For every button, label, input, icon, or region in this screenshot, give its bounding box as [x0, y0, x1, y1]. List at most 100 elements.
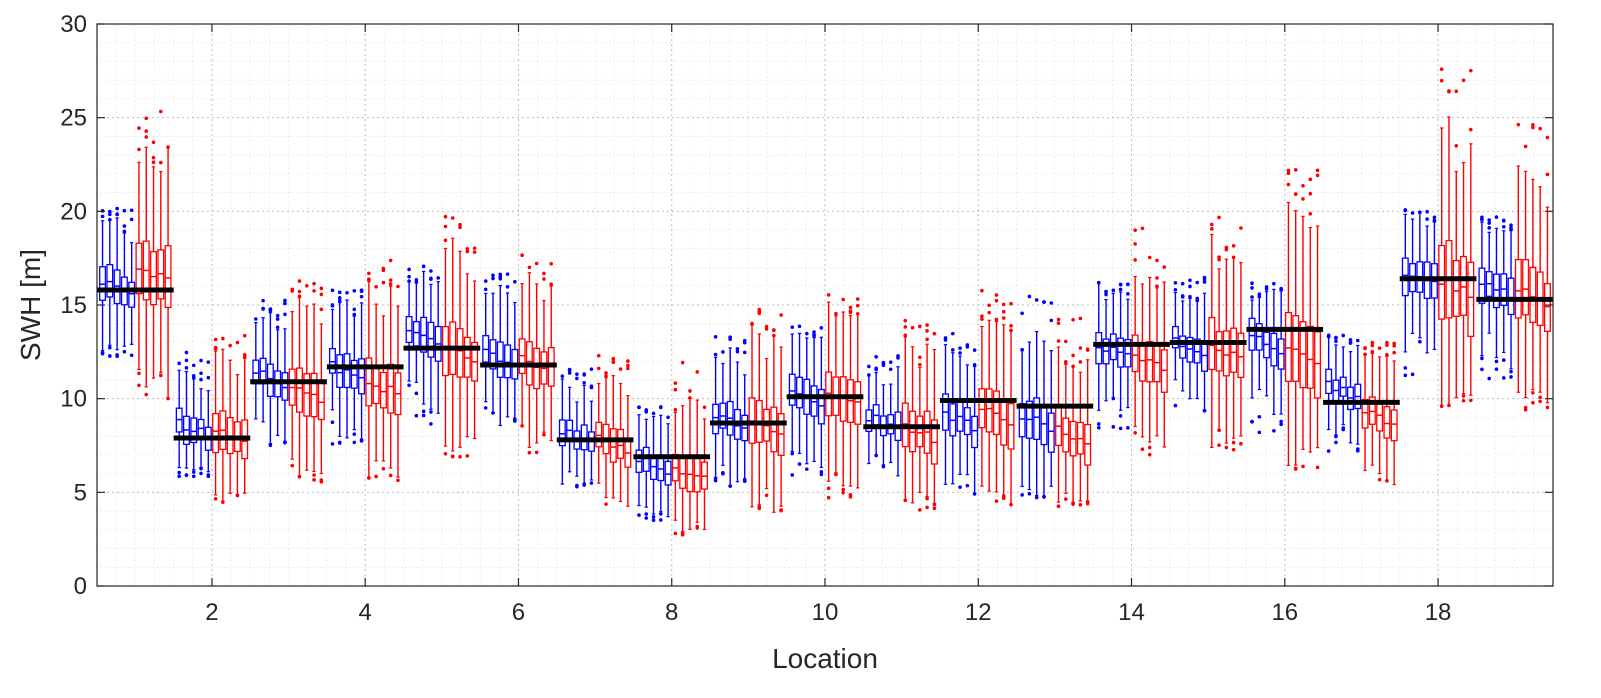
box-iqr	[963, 407, 971, 436]
outlier-point	[1494, 215, 1499, 219]
box-blue	[1325, 333, 1333, 453]
outlier-point	[644, 512, 649, 516]
outlier-point	[596, 366, 601, 371]
outlier-point	[1509, 223, 1513, 227]
box-iqr	[372, 364, 380, 405]
box-blue	[963, 343, 971, 488]
outlier-point	[1126, 292, 1130, 296]
outlier-point	[1217, 428, 1221, 433]
outlier-point	[728, 335, 732, 339]
box-iqr	[1237, 332, 1245, 379]
box-blue	[719, 350, 727, 476]
outlier-point	[618, 367, 623, 371]
outlier-point	[1447, 403, 1451, 408]
outlier-point	[199, 471, 203, 476]
outlier-point	[407, 274, 411, 279]
outlier-point	[1085, 347, 1090, 351]
box-blue	[956, 346, 964, 489]
box-red	[379, 266, 387, 471]
box-iqr	[212, 412, 220, 454]
outlier-point	[166, 145, 170, 149]
outlier-point	[491, 273, 495, 278]
outlier-point	[388, 282, 393, 286]
outlier-point	[465, 454, 470, 458]
box-blue	[664, 415, 672, 518]
outlier-point	[345, 290, 349, 295]
outlier-point	[414, 413, 419, 418]
outlier-point	[1334, 434, 1338, 439]
box-iqr	[533, 347, 541, 390]
box-blue	[1339, 333, 1347, 432]
outlier-point	[1155, 284, 1159, 289]
outlier-point	[867, 373, 871, 377]
box-red	[441, 214, 449, 456]
box-iqr	[1160, 349, 1168, 393]
box-iqr	[1084, 423, 1092, 466]
outlier-point	[589, 367, 594, 371]
outlier-point	[1162, 265, 1167, 269]
outlier-point	[772, 328, 776, 332]
outlier-point	[407, 279, 411, 283]
outlier-point	[1224, 445, 1229, 450]
box-red	[1062, 339, 1070, 501]
box-iqr	[441, 325, 449, 377]
outlier-point	[1370, 340, 1375, 345]
box-iqr	[1467, 261, 1475, 338]
outlier-point	[337, 298, 342, 303]
outlier-point	[819, 326, 824, 330]
box-blue	[558, 374, 566, 485]
outlier-point	[790, 451, 795, 456]
outlier-point	[319, 307, 324, 312]
outlier-point	[1315, 465, 1320, 470]
y-tick-label: 25	[60, 105, 87, 132]
box-iqr	[770, 406, 778, 453]
outlier-point	[429, 269, 433, 273]
y-axis-label: SWH [m]	[15, 249, 46, 361]
outlier-point	[429, 276, 433, 281]
box-red	[1467, 68, 1475, 403]
box-red	[1543, 135, 1551, 410]
box-blue	[1124, 282, 1132, 430]
outlier-point	[199, 377, 203, 382]
outlier-point	[721, 471, 725, 475]
outlier-point	[1009, 328, 1013, 333]
box-blue	[657, 405, 665, 522]
outlier-point	[994, 293, 999, 297]
reference-line-layer	[97, 276, 1553, 460]
outlier-point	[980, 317, 984, 321]
outlier-point	[184, 358, 189, 363]
outlier-point	[735, 347, 740, 351]
box-blue	[1186, 278, 1194, 400]
outlier-point	[925, 323, 929, 327]
outlier-point	[290, 289, 295, 293]
box-iqr	[1438, 244, 1446, 320]
box-iqr	[1292, 315, 1300, 382]
outlier-point	[388, 278, 393, 282]
outlier-point	[1202, 277, 1207, 282]
outlier-point	[1009, 301, 1013, 306]
box-red	[394, 284, 402, 483]
outlier-point	[352, 440, 357, 445]
outlier-point	[888, 360, 893, 365]
outlier-point	[812, 330, 816, 334]
outlier-point	[958, 346, 962, 350]
box-blue	[587, 367, 595, 485]
outlier-point	[235, 340, 240, 345]
outlier-point	[855, 303, 860, 308]
box-iqr	[317, 382, 325, 421]
outlier-point	[1272, 428, 1276, 433]
box-blue	[1347, 338, 1354, 444]
box-iqr	[1507, 277, 1515, 316]
box-iqr	[336, 354, 344, 389]
outlier-point	[1461, 78, 1466, 83]
outlier-point	[1501, 358, 1506, 362]
outlier-point	[505, 272, 510, 276]
box-red	[463, 246, 471, 458]
outlier-point	[1279, 419, 1283, 424]
box-blue	[511, 279, 519, 423]
outlier-point	[958, 485, 962, 489]
box-blue	[252, 317, 260, 420]
box-blue	[1332, 335, 1340, 445]
outlier-point	[275, 325, 280, 330]
outlier-point	[1126, 426, 1130, 430]
